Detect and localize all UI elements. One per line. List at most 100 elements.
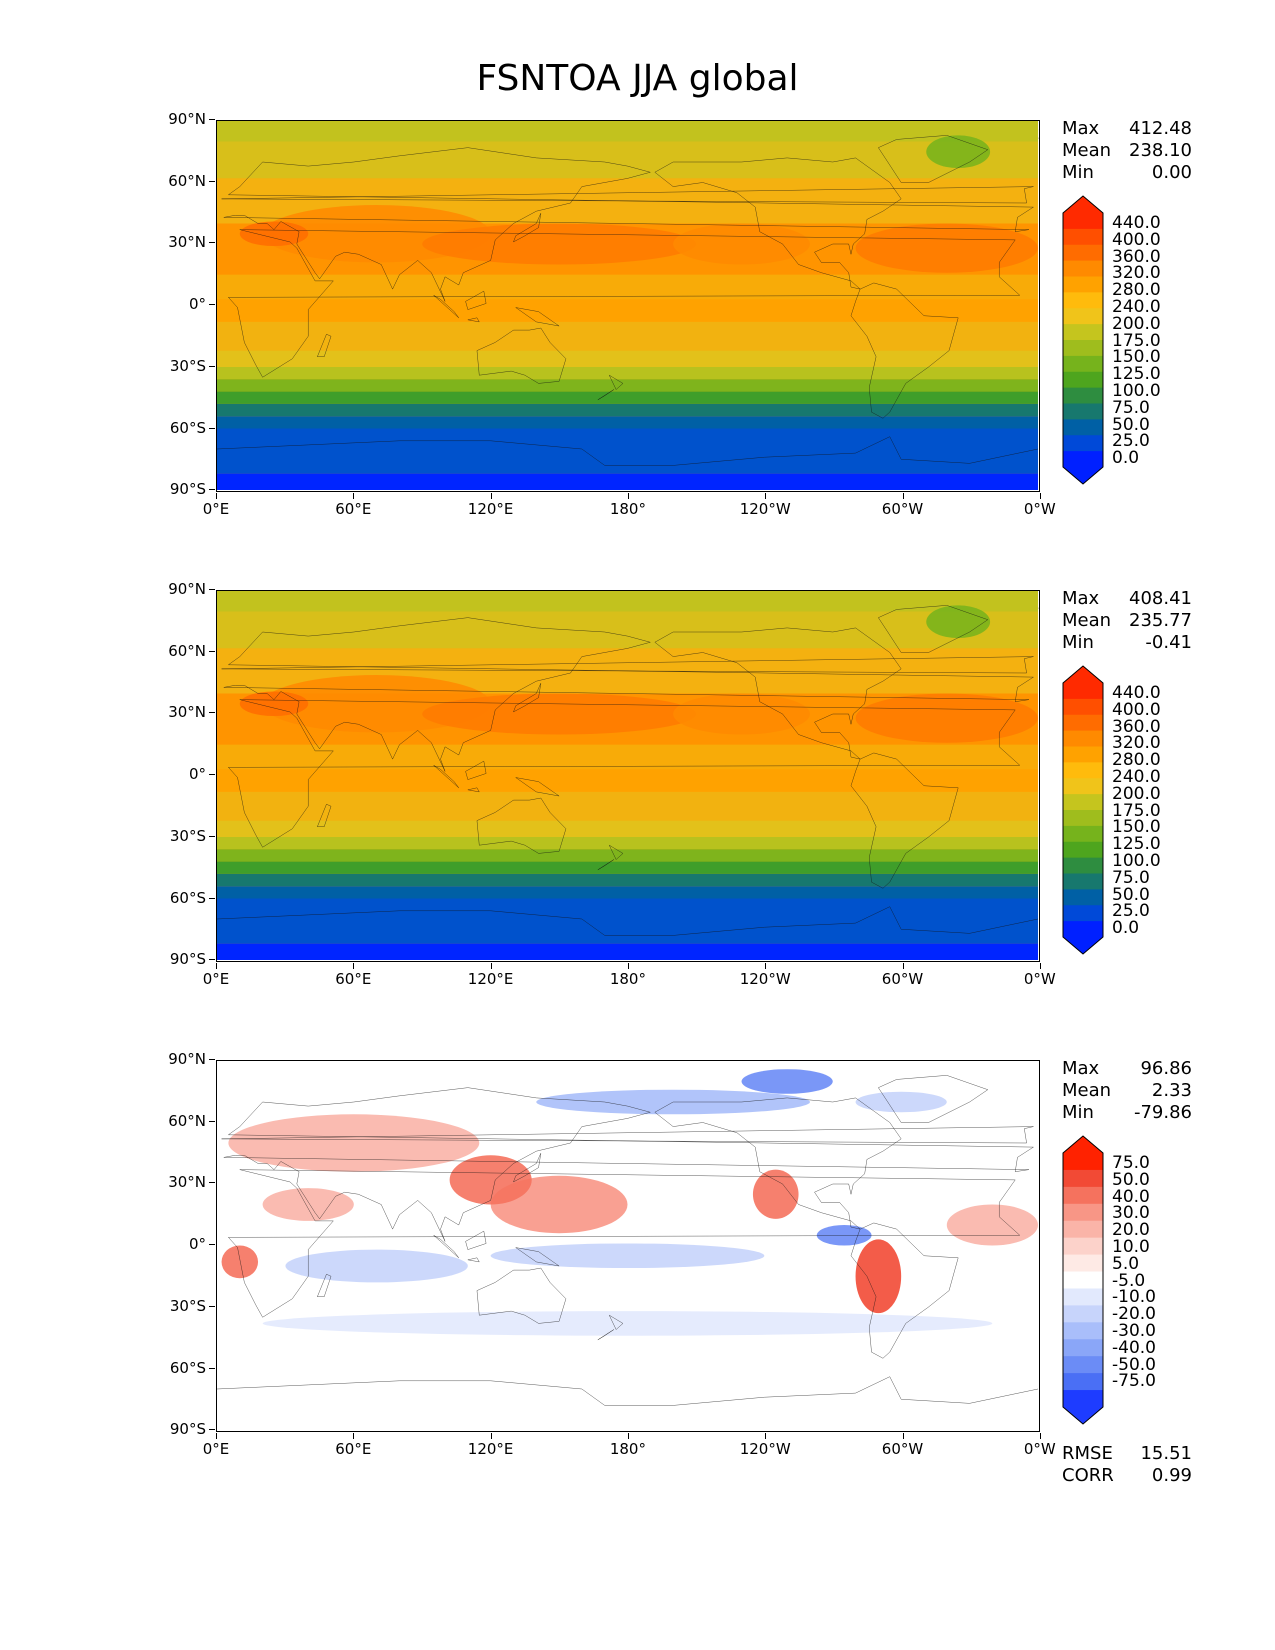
x-tick-label: 0°W [1000,963,1080,988]
colorbar-label: 320.0 [1112,263,1161,284]
stats-block: Max 96.86 Mean 2.33 Min -79.86 [1062,1058,1192,1124]
anomaly-patch [752,1169,799,1219]
x-tick-label: 180° [588,1433,668,1458]
colorbar-label: 100.0 [1112,380,1161,401]
y-tick-label: 60°S [169,888,216,907]
colorbar-extend-bottom [1063,937,1103,954]
colorbar-segment [1063,276,1103,293]
field-patch [239,691,309,717]
field-band [217,391,1038,404]
stat-value: 15.51 [1140,1443,1192,1464]
coastline [516,308,559,326]
anomaly-patch [285,1249,468,1283]
y-tick-label: 60°N [168,1111,215,1130]
y-tick-label: 30°S [169,356,216,375]
x-tick-label: 180° [588,493,668,518]
coastline [228,230,1019,378]
colorbar-label: 240.0 [1112,766,1161,787]
coastline [434,295,459,318]
coastline [513,213,540,242]
stat-label: Max [1062,588,1100,609]
y-tick-label: 60°N [168,171,215,190]
colorbar-labels: 440.0 400.0 360.0 320.0 280.0 240.0 200.0 175.0… [1112,215,1161,467]
colorbar-segment [1063,841,1103,859]
colorbar-segment [1063,825,1103,843]
coastline [224,618,1034,772]
coastline [851,283,958,418]
colorbar-label: -20.0 [1112,1304,1156,1325]
colorbar-label: 440.0 [1112,683,1161,703]
colorbar-label: 25.0 [1112,431,1150,452]
colorbar-segment [1063,810,1103,827]
field-patch [926,605,991,639]
colorbar-segment [1063,1237,1103,1256]
coastline [468,318,479,322]
x-tick-label: 0°W [1000,493,1080,518]
map-plot [216,1060,1040,1432]
x-tick-label: 60°E [313,963,393,988]
coastline [468,788,479,792]
map-plot [216,590,1040,962]
colorbar-segment [1063,714,1103,732]
stat-label: RMSE [1062,1443,1113,1464]
colorbar-segment [1063,228,1103,246]
colorbar-segment [1063,1254,1103,1273]
colorbar-segment [1063,889,1103,906]
colorbar-labels: 440.0 400.0 360.0 320.0 280.0 240.0 200.0 175.0… [1112,685,1161,937]
colorbar-segment [1063,762,1103,779]
field-band [217,321,1038,351]
stat-value: 408.41 [1129,588,1192,609]
stat-value: 412.48 [1129,118,1192,139]
colorbar-label: -40.0 [1112,1337,1156,1358]
stats-block: Max 408.41 Mean 235.77 Min -0.41 [1062,588,1192,654]
colorbar-segment [1063,730,1103,747]
colorbar-label: 200.0 [1112,783,1161,804]
anomaly-patch [946,1204,1038,1246]
colorbar-label: 75.0 [1112,397,1150,418]
anomaly-patch [741,1069,833,1094]
stat-row: CORR 0.99 [1062,1465,1192,1487]
y-tick-label: 30°N [168,1173,215,1192]
coastline [434,1235,459,1258]
colorbar-segment [1063,1390,1103,1408]
coastline [598,860,614,870]
anomaly-patch [816,1225,872,1246]
anomaly-patch [228,1114,480,1172]
field-band [217,274,1038,300]
y-tick-label: 0° [188,765,216,784]
stat-value: 96.86 [1140,1058,1192,1079]
colorbar-extend-bottom [1063,1407,1103,1424]
y-tick-label: 90°N [168,580,215,598]
field-band [217,849,1038,862]
colorbar-label: 320.0 [1112,733,1161,754]
stat-row: Max 412.48 [1062,118,1192,140]
colorbar-label: 0.0 [1112,918,1140,939]
coastline [516,778,559,796]
figure-title: FSNTOA JJA global [476,58,799,99]
colorbar [1062,1135,1104,1429]
field-band [217,350,1038,367]
colorbar-label: 200.0 [1112,313,1161,334]
stat-value: 238.10 [1129,140,1192,161]
coastline [598,1330,614,1340]
coastline [466,291,487,309]
coastline [228,1170,1019,1318]
colorbar-outline [1062,665,1104,955]
colorbar-segment [1063,1153,1103,1171]
x-tick-label: 60°E [313,1433,393,1458]
anomaly-patch [855,1091,947,1113]
colorbar-label: 400.0 [1112,699,1161,720]
coastline [222,1127,1034,1143]
stat-row: Min 0.00 [1062,162,1192,184]
coastline [317,804,331,827]
coastline [513,683,540,712]
colorbar-label: 5.0 [1112,1253,1140,1274]
anomaly-patch [221,1245,259,1279]
colorbar-segment [1063,746,1103,763]
colorbar-label: 50.0 [1112,1169,1150,1190]
y-tick-label: 90°S [169,950,216,969]
x-tick-label: 120°W [725,963,805,988]
field-band [217,141,1038,179]
stat-label: Min [1062,162,1094,183]
stat-value: 0.99 [1151,1465,1192,1486]
